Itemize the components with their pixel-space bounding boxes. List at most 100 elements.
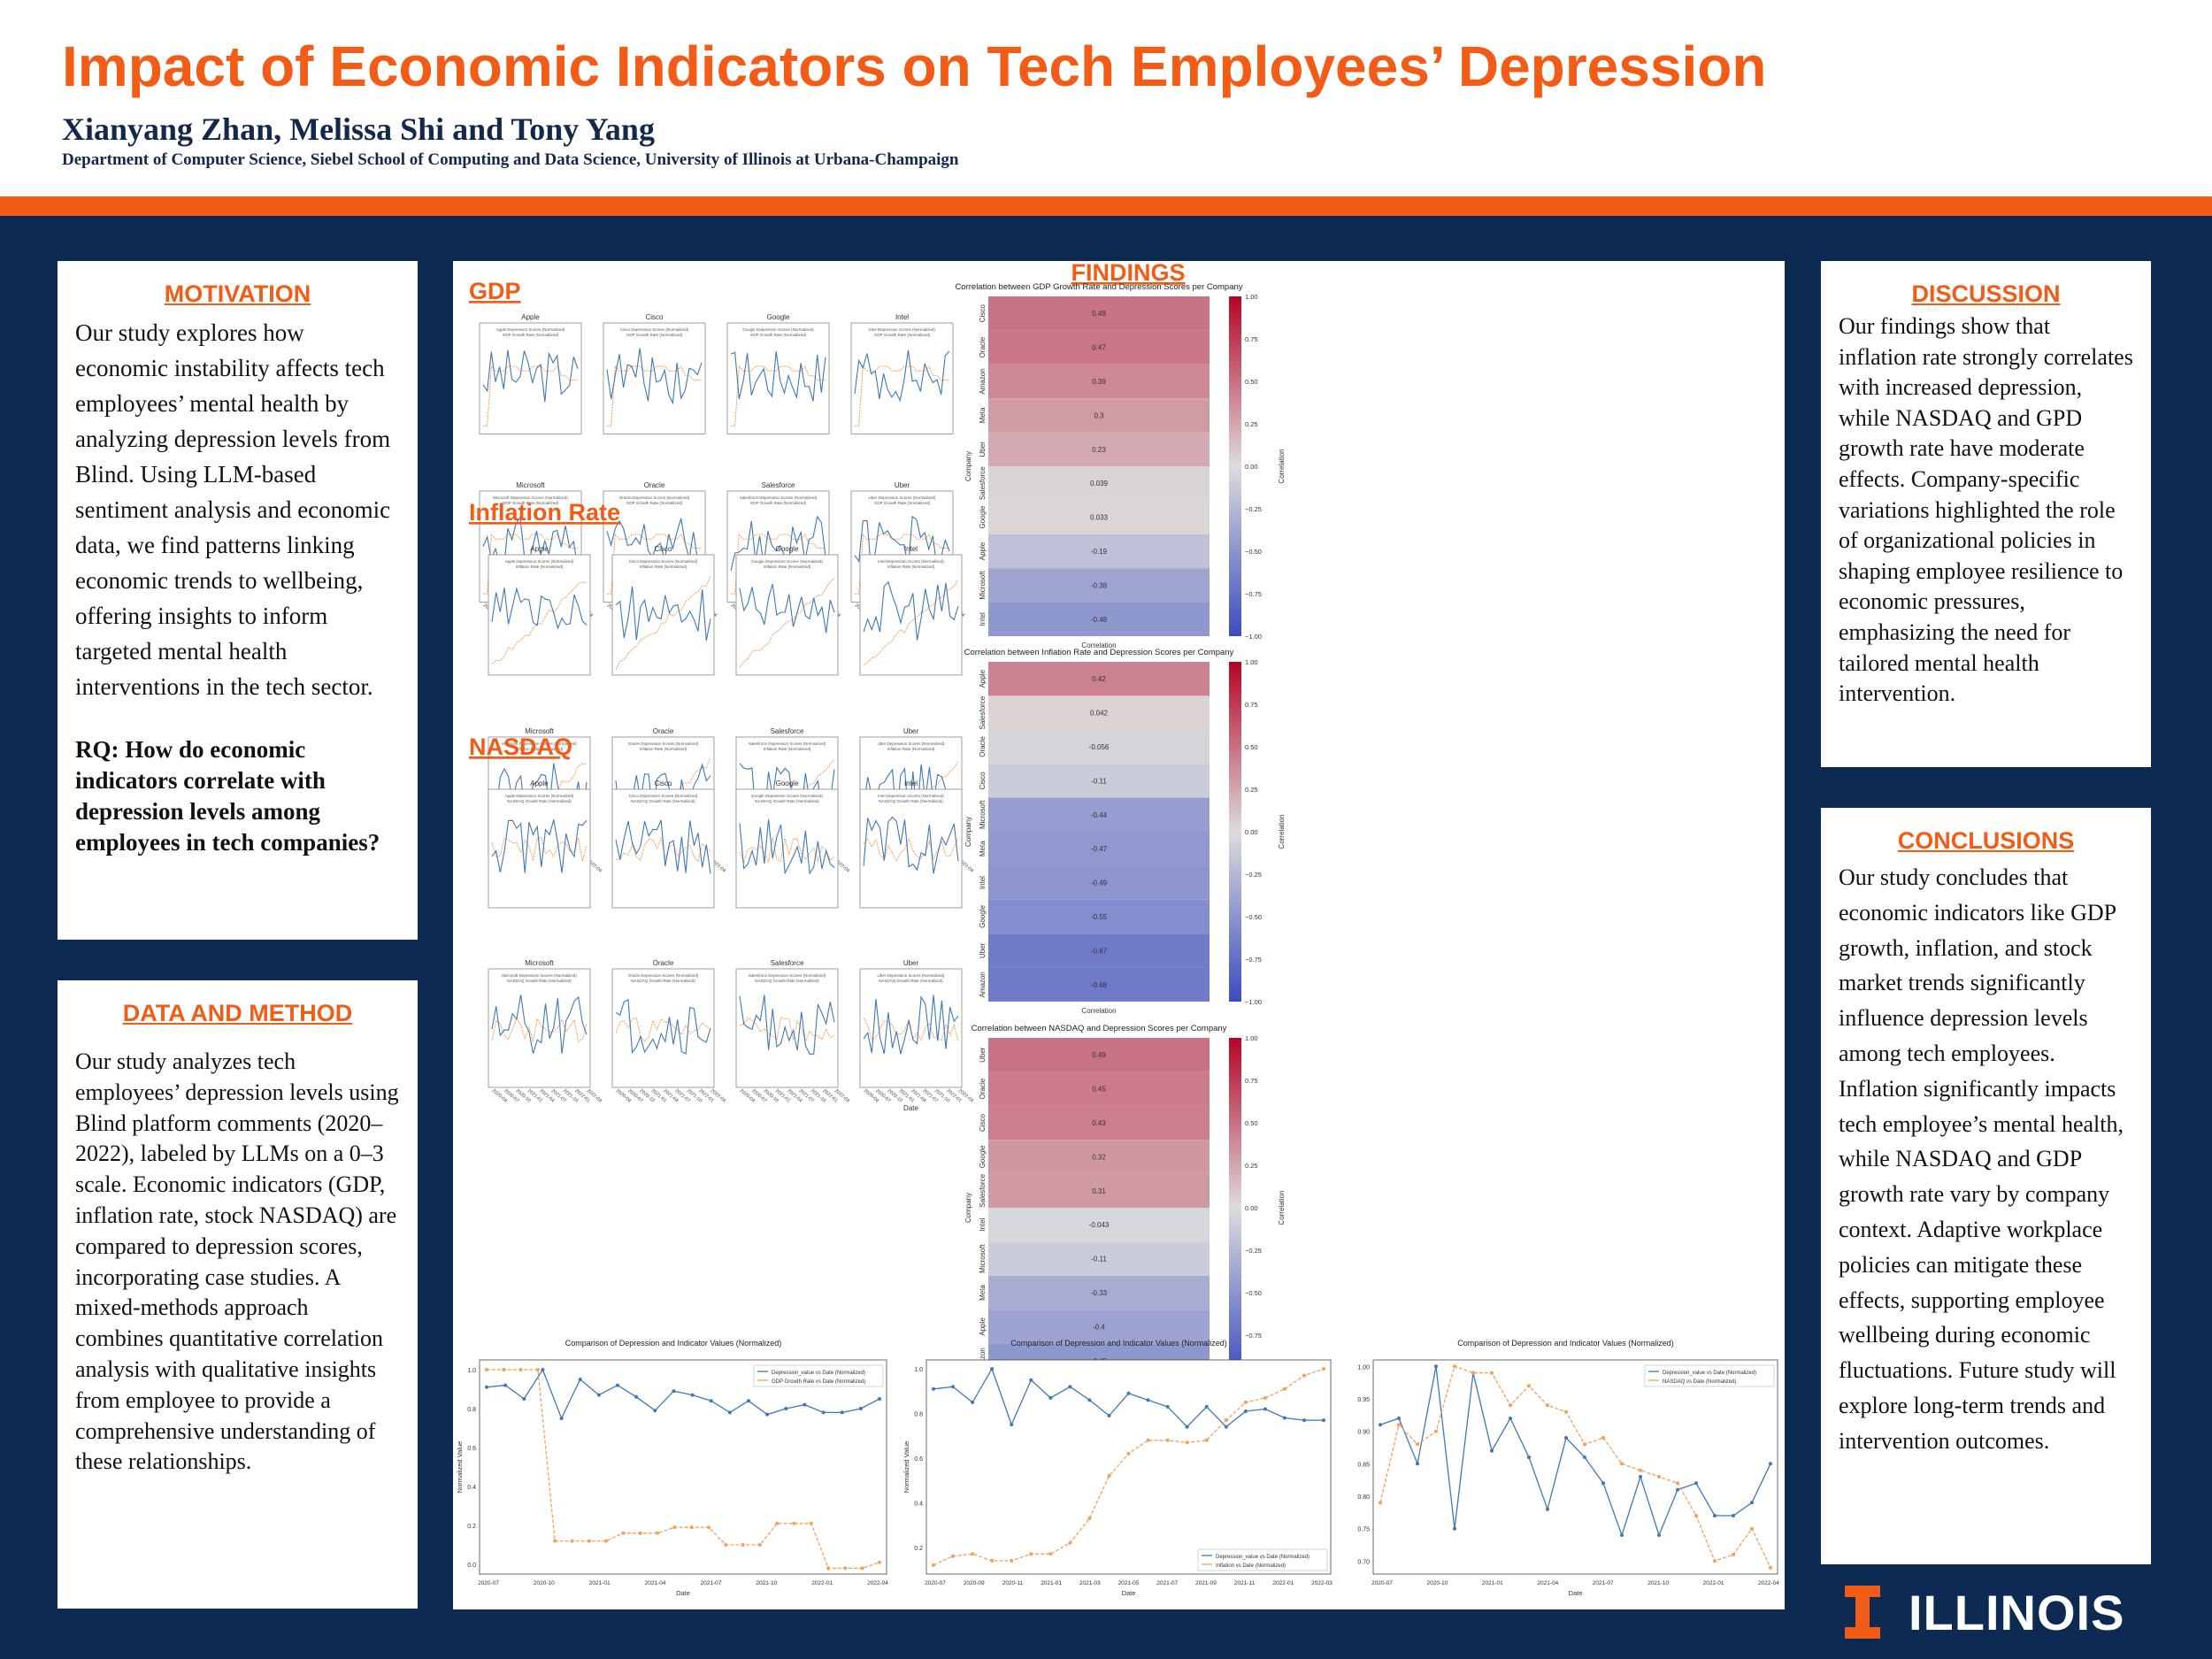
comparison-series-point xyxy=(840,1410,844,1415)
comparison-chart-ytick: 1.00 xyxy=(1357,1364,1370,1371)
comparison-legend-label: NASDAQ vs Date (Normalized) xyxy=(1663,1379,1736,1385)
small-chart-title: Intel xyxy=(895,313,909,321)
findings-panel: FINDINGS GDP Apple Apple Depression Scores … xyxy=(453,261,1785,1609)
data-method-panel: DATA AND METHOD Our study analyzes tech … xyxy=(58,980,418,1609)
comparison-series-point xyxy=(1490,1371,1494,1375)
comparison-chart-xtick: 2021-04 xyxy=(645,1580,666,1586)
heatmap-value-label: -0.33 xyxy=(1091,1289,1108,1297)
small-chart-legend-dep: Google Depression Scores (Normalized) xyxy=(742,327,814,332)
comparison-series-point xyxy=(1769,1462,1772,1466)
heatmap-value-label: -0.49 xyxy=(1091,879,1108,887)
heatmap-value-label: -0.11 xyxy=(1091,777,1107,785)
colorbar-tick: 1.00 xyxy=(1245,658,1258,666)
heatmap-row-label: Amazon xyxy=(979,368,987,394)
small-chart-title: Cisco xyxy=(645,313,664,321)
heatmap-cell xyxy=(988,1208,1210,1242)
motivation-heading: MOTIVATION xyxy=(164,280,311,307)
comparison-chart-xtick: 2021-07 xyxy=(1593,1580,1614,1586)
small-chart-depression-line xyxy=(491,819,588,873)
comparison-series-point xyxy=(724,1543,728,1547)
comparison-series-point xyxy=(990,1367,995,1371)
small-chart-legend-ind: NASDAQ Growth Rate (Normalized) xyxy=(631,979,695,983)
comparison-series-point xyxy=(1048,1395,1053,1400)
comparison-series-point xyxy=(1165,1438,1170,1442)
findings-figure: FINDINGS GDP Apple Apple Depression Scores … xyxy=(456,261,1779,1597)
small-chart-depression-line xyxy=(615,819,711,874)
comparison-chart-xtick: 2022-01 xyxy=(1272,1580,1294,1586)
small-chart-legend-ind: GDP Growth Rate (Normalized) xyxy=(503,333,559,337)
small-chart-depression-line xyxy=(863,580,959,641)
comparison-series-point xyxy=(971,1400,975,1404)
small-chart-2-uber: Uber Uber Depression Scores (Normalized)N… xyxy=(859,959,974,1112)
comparison-series-point xyxy=(1546,1403,1549,1408)
heatmap-value-label: 0.3 xyxy=(1094,411,1104,419)
comparison-legend-label: GDP Growth Rate vs Date (Normalized) xyxy=(772,1379,865,1385)
comparison-series-point xyxy=(1471,1371,1475,1375)
small-chart-legend-dep: Apple Depression Scores (Normalized) xyxy=(505,794,574,798)
comparison-series-point xyxy=(971,1552,975,1556)
heatmap-value-label: 0.23 xyxy=(1092,446,1106,454)
comparison-series-point xyxy=(653,1409,657,1413)
comparison-series-point xyxy=(518,1368,523,1371)
comparison-series-point xyxy=(1750,1526,1754,1531)
small-chart-title: Google xyxy=(767,313,790,321)
comparison-series-point xyxy=(1416,1462,1419,1466)
comparison-chart-xtick: 2021-07 xyxy=(700,1580,721,1586)
heatmap-row-label: Apple xyxy=(979,541,987,560)
comparison-series-point xyxy=(1657,1533,1661,1537)
comparison-series-point xyxy=(1282,1416,1286,1420)
illinois-wordmark: ILLINOIS xyxy=(1909,1585,2125,1640)
comparison-series-point xyxy=(587,1539,591,1543)
discussion-body: Our findings show that inflation rate st… xyxy=(1839,313,2133,707)
heatmap-row-label: Cisco xyxy=(979,772,987,790)
small-chart-indicator-line xyxy=(491,1017,588,1043)
small-chart-title: Microsoft xyxy=(525,727,554,735)
colorbar-tick: −0.75 xyxy=(1245,1332,1262,1340)
comparison-series-point xyxy=(1243,1400,1248,1404)
comparison-chart-xtick: 2020-10 xyxy=(534,1580,555,1586)
colorbar-tick: 1.00 xyxy=(1245,293,1258,301)
small-chart-legend-dep: Intel Depression Scores (Normalized) xyxy=(869,327,935,332)
comparison-series-point xyxy=(616,1383,619,1387)
small-chart-legend-ind: Inflation Rate (Normalized) xyxy=(764,747,811,751)
heatmap-value-label: -0.55 xyxy=(1091,913,1108,921)
comparison-series-point xyxy=(1620,1462,1624,1466)
comparison-chart-xtick: 2020-09 xyxy=(964,1580,985,1586)
small-chart-title: Google xyxy=(776,780,799,787)
comparison-series-point xyxy=(1601,1436,1605,1440)
small-chart-legend-dep: Microsoft Depression Scores (Normalized) xyxy=(493,495,568,500)
colorbar-tick: 0.50 xyxy=(1245,1119,1258,1127)
heatmap-cell xyxy=(988,729,1210,764)
heatmap-value-label: -0.11 xyxy=(1091,1256,1107,1263)
comparison-chart-ytick: 0.0 xyxy=(467,1563,476,1569)
small-chart-legend-ind: NASDAQ Growth Rate (Normalized) xyxy=(507,979,572,983)
small-chart-frame xyxy=(611,788,715,909)
small-chart-title: Apple xyxy=(530,545,549,553)
motivation-panel: MOTIVATION Our study explores how econom… xyxy=(58,261,418,940)
small-chart-1-apple: Apple Apple Depression Scores (Normalized… xyxy=(488,545,591,676)
comparison-chart-xlabel: Date xyxy=(1122,1589,1136,1597)
colorbar-tick: −0.50 xyxy=(1245,1289,1262,1297)
heatmap-ylabel: Company xyxy=(964,1193,972,1223)
comparison-series-point xyxy=(1732,1514,1735,1517)
heatmap-row-label: Apple xyxy=(979,669,987,687)
heatmap-row-label: Cisco xyxy=(979,1113,987,1132)
small-chart-legend-dep: Cisco Depression Scores (Normalized) xyxy=(620,327,689,332)
heatmap-cell xyxy=(988,1241,1210,1276)
small-chart-legend-ind: GDP Growth Rate (Normalized) xyxy=(626,501,683,505)
heatmap-row-label: Microsoft xyxy=(979,800,987,829)
comparison-series-point xyxy=(809,1521,813,1525)
colorbar-tick: −0.75 xyxy=(1245,590,1262,598)
heatmap-value-label: 0.31 xyxy=(1092,1187,1106,1195)
small-chart-frame xyxy=(735,554,839,676)
comparison-chart-ytick: 0.2 xyxy=(914,1546,923,1552)
small-chart-legend-ind: Inflation Rate (Normalized) xyxy=(887,565,935,569)
section-label-1: Inflation Rate xyxy=(469,499,620,526)
heatmap-cell xyxy=(988,398,1210,433)
heatmap-row-label: Oracle xyxy=(979,336,987,357)
small-chart-legend-ind: GDP Growth Rate (Normalized) xyxy=(626,333,683,337)
comparison-series-point xyxy=(1713,1514,1717,1517)
heatmap-value-label: 0.47 xyxy=(1092,344,1106,352)
comparison-series-point xyxy=(689,1525,694,1530)
comparison-chart-title: Comparison of Depression and Indicator V… xyxy=(565,1339,781,1348)
